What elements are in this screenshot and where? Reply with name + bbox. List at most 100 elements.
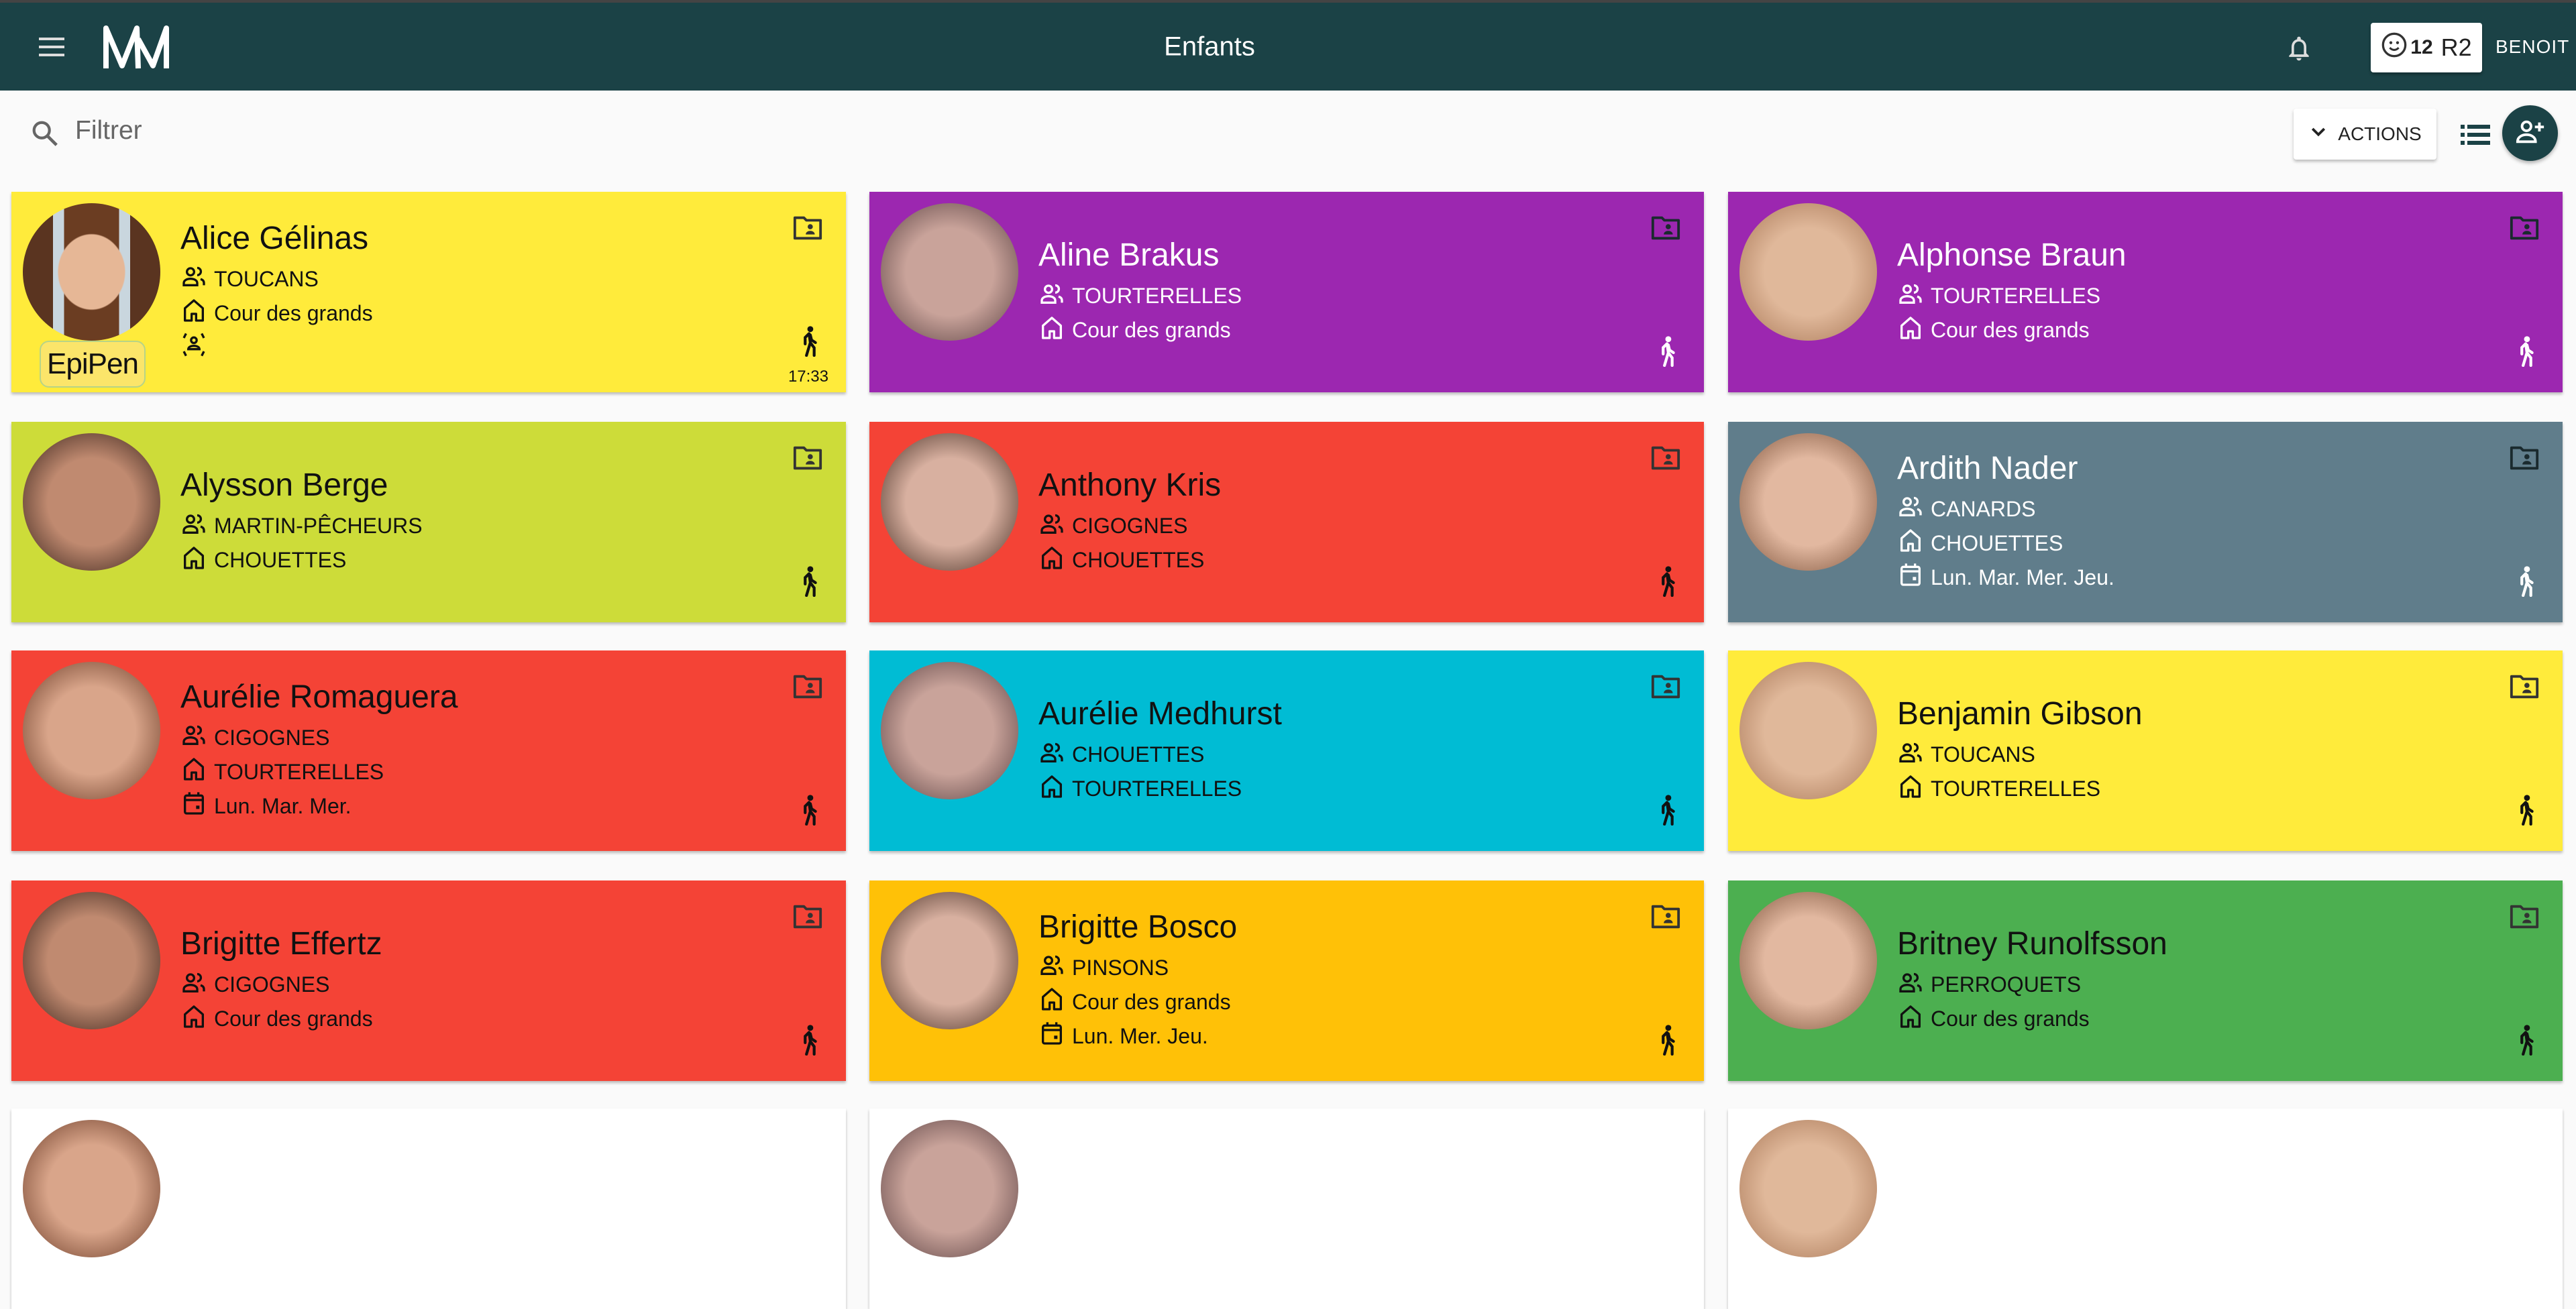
walking-icon[interactable]	[2514, 566, 2537, 600]
group-icon	[1038, 280, 1065, 312]
child-avatar	[1739, 433, 1877, 571]
child-name: Britney Runolfsson	[1897, 926, 2167, 962]
child-info: Anthony Kris CIGOGNES CHOUETTES	[1038, 422, 1221, 622]
child-card[interactable]: Alysson Berge MARTIN-PÊCHEURS CHOUETTES	[11, 422, 846, 622]
child-card-partial[interactable]	[869, 1108, 1704, 1309]
child-file-icon[interactable]	[2509, 673, 2540, 703]
child-card[interactable]: Anthony Kris CIGOGNES CHOUETTES	[869, 422, 1704, 622]
child-info: Aurélie Romaguera CIGOGNES TOURTERELLES …	[180, 650, 458, 851]
group-icon	[180, 510, 207, 543]
child-name: Brigitte Effertz	[180, 926, 382, 962]
child-card[interactable]: Brigitte Bosco PINSONS Cour des grands L…	[869, 880, 1704, 1081]
child-card[interactable]: Aline Brakus TOURTERELLES Cour des grand…	[869, 192, 1704, 392]
child-file-icon[interactable]	[1650, 903, 1681, 933]
walking-icon[interactable]	[1656, 795, 1678, 829]
walking-icon[interactable]	[798, 795, 820, 829]
walking-icon[interactable]	[1656, 566, 1678, 600]
child-days: Lun. Mer. Jeu.	[1038, 1019, 1237, 1054]
child-info: Alysson Berge MARTIN-PÊCHEURS CHOUETTES	[180, 422, 423, 622]
epipen-label: EpiPen	[47, 347, 139, 380]
child-name: Brigitte Bosco	[1038, 909, 1238, 945]
child-file-icon[interactable]	[2509, 903, 2540, 933]
child-file-icon[interactable]	[792, 215, 823, 245]
child-card[interactable]: Britney Runolfsson PERROQUETS Cour des g…	[1728, 880, 2563, 1081]
child-file-icon[interactable]	[1650, 445, 1681, 475]
child-file-icon[interactable]	[2509, 215, 2540, 245]
child-avatar	[1739, 1120, 1877, 1257]
actions-button[interactable]: ACTIONS	[2294, 109, 2436, 160]
child-file-icon[interactable]	[1650, 673, 1681, 703]
child-name: Alphonse Braun	[1897, 237, 2127, 273]
child-place: Cour des grands	[180, 296, 373, 331]
group-icon	[1897, 969, 1924, 1001]
child-card-partial[interactable]	[11, 1108, 846, 1309]
child-group: TOURTERELLES	[1038, 279, 1242, 313]
child-file-icon[interactable]	[1650, 215, 1681, 245]
place-label: TOURTERELLES	[1931, 777, 2101, 801]
home-icon	[1038, 315, 1065, 347]
child-group: TOUCANS	[180, 262, 373, 296]
place-label: Cour des grands	[1072, 318, 1231, 342]
child-avatar	[23, 1120, 160, 1257]
status-badge[interactable]: 12 R2	[2371, 23, 2482, 72]
child-file-icon[interactable]	[792, 445, 823, 475]
walking-icon[interactable]	[2514, 336, 2537, 370]
child-place: TOURTERELLES	[1038, 772, 1282, 806]
child-info: Aurélie Medhurst CHOUETTES TOURTERELLES	[1038, 650, 1282, 851]
home-icon	[180, 756, 207, 788]
child-info: Alphonse Braun TOURTERELLES Cour des gra…	[1897, 192, 2127, 392]
place-label: CHOUETTES	[1072, 548, 1205, 572]
home-icon	[1038, 773, 1065, 805]
child-file-icon[interactable]	[792, 673, 823, 703]
person-add-icon	[2515, 116, 2546, 150]
filter-input[interactable]	[74, 115, 1016, 146]
child-file-icon[interactable]	[2509, 445, 2540, 475]
add-child-button[interactable]	[2502, 105, 2558, 161]
walking-icon[interactable]	[1656, 336, 1678, 370]
group-label: CANARDS	[1931, 496, 2036, 521]
child-card[interactable]: Ardith Nader CANARDS CHOUETTES Lun. Mar.…	[1728, 422, 2563, 622]
child-name: Alice Gélinas	[180, 220, 369, 256]
walking-icon[interactable]	[1656, 1025, 1678, 1059]
child-place: Cour des grands	[1897, 313, 2127, 347]
child-card[interactable]: Brigitte Effertz CIGOGNES Cour des grand…	[11, 880, 846, 1081]
walking-icon[interactable]	[798, 326, 820, 360]
place-label: Cour des grands	[214, 1007, 373, 1031]
place-label: Cour des grands	[214, 300, 373, 325]
child-card[interactable]: Aurélie Medhurst CHOUETTES TOURTERELLES	[869, 650, 1704, 851]
child-info: Aline Brakus TOURTERELLES Cour des grand…	[1038, 192, 1242, 392]
walking-icon[interactable]	[798, 1025, 820, 1059]
child-avatar	[1739, 892, 1877, 1029]
app-logo[interactable]	[102, 25, 169, 73]
home-icon	[1897, 527, 1924, 559]
place-label: TOURTERELLES	[214, 759, 384, 784]
place-label: TOURTERELLES	[1072, 777, 1242, 801]
child-avatar	[881, 662, 1018, 799]
user-name[interactable]: BENOIT	[2496, 36, 2570, 57]
child-group: PERROQUETS	[1897, 968, 2167, 1002]
list-view-icon[interactable]	[2461, 123, 2490, 148]
walking-icon[interactable]	[2514, 1025, 2537, 1059]
child-avatar	[1739, 662, 1877, 799]
child-file-icon[interactable]	[792, 903, 823, 933]
child-avatar	[881, 1120, 1018, 1257]
walking-icon[interactable]	[2514, 795, 2537, 829]
badge-count: 12	[2410, 36, 2433, 58]
child-card[interactable]: Benjamin Gibson TOUCANS TOURTERELLES	[1728, 650, 2563, 851]
child-face-id	[180, 331, 373, 365]
group-icon	[1897, 493, 1924, 525]
group-label: PINSONS	[1072, 955, 1169, 980]
child-card[interactable]: Alphonse Braun TOURTERELLES Cour des gra…	[1728, 192, 2563, 392]
child-card[interactable]: Aurélie Romaguera CIGOGNES TOURTERELLES …	[11, 650, 846, 851]
child-name: Benjamin Gibson	[1897, 696, 2143, 732]
notifications-bell-icon[interactable]	[2284, 32, 2314, 68]
child-name: Aurélie Medhurst	[1038, 696, 1282, 732]
child-group: MARTIN-PÊCHEURS	[180, 509, 423, 543]
child-card-partial[interactable]	[1728, 1108, 2563, 1309]
home-icon	[180, 297, 207, 329]
group-icon	[1897, 739, 1924, 771]
child-card[interactable]: EpiPen Alice Gélinas TOUCANS Cour des gr…	[11, 192, 846, 392]
child-name: Aline Brakus	[1038, 237, 1220, 273]
walking-icon[interactable]	[798, 566, 820, 600]
menu-icon[interactable]	[39, 38, 64, 56]
